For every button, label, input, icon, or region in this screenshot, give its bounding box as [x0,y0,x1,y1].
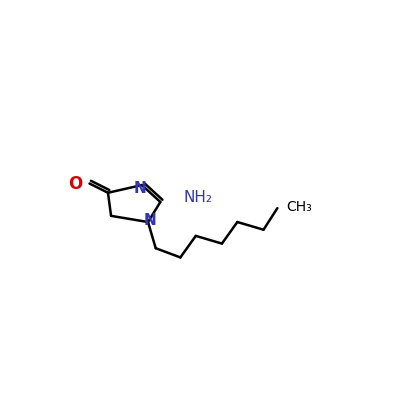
Text: CH₃: CH₃ [287,200,312,214]
Text: NH₂: NH₂ [184,190,212,205]
Text: N: N [134,181,147,196]
Text: N: N [143,213,156,228]
Text: O: O [68,174,83,192]
